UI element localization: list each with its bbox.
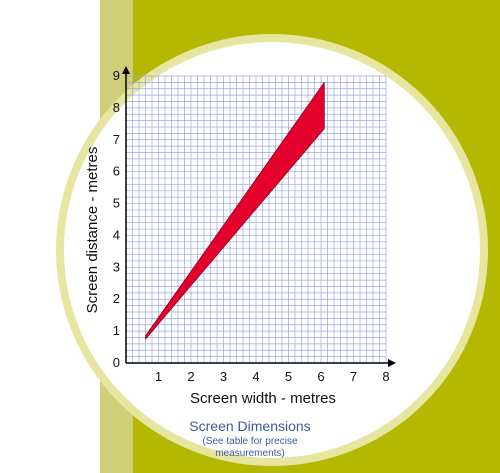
caption-note-line-1: (See table for precise: [202, 436, 298, 447]
x-tick-label: 6: [317, 369, 324, 384]
distance-band-0: [145, 82, 325, 340]
chart-axes: [122, 66, 396, 367]
chart-caption-note: (See table for precise measurements): [150, 436, 350, 460]
y-tick-label: 1: [113, 323, 120, 338]
x-tick-label: 4: [252, 369, 259, 384]
x-tick-label: 8: [382, 369, 389, 384]
y-tick-label: 6: [113, 164, 120, 179]
chart-caption-title: Screen Dimensions: [189, 418, 311, 434]
y-tick-label: 8: [113, 100, 120, 115]
x-tick-label: 3: [220, 369, 227, 384]
y-tick-label: 4: [113, 227, 120, 242]
caption-note-line-2: measurements): [215, 448, 285, 459]
y-axis-arrow-icon: [122, 66, 130, 74]
chart-series: [145, 82, 325, 340]
chart-grid: [125, 75, 387, 364]
x-axis-label: Screen width - metres: [190, 390, 336, 407]
x-tick-label: 5: [285, 369, 292, 384]
y-tick-label: 9: [113, 68, 120, 83]
y-tick-label: 3: [113, 259, 120, 274]
chart-tick-labels: 1 2 3 4 5 6 7 8 0 1 2 3 4 5 6 7 8 9: [113, 68, 390, 384]
x-tick-label: 7: [350, 369, 357, 384]
x-tick-label: 2: [187, 369, 194, 384]
y-tick-label: 5: [113, 196, 120, 211]
y-axis-label: Screen distance - metres: [84, 147, 101, 314]
white-circle-backdrop: [56, 34, 488, 466]
y-tick-label: 7: [113, 132, 120, 147]
x-axis-arrow-icon: [388, 359, 396, 367]
y-tick-label: 2: [113, 291, 120, 306]
y-tick-label: 0: [113, 355, 120, 370]
x-tick-label: 1: [155, 369, 162, 384]
